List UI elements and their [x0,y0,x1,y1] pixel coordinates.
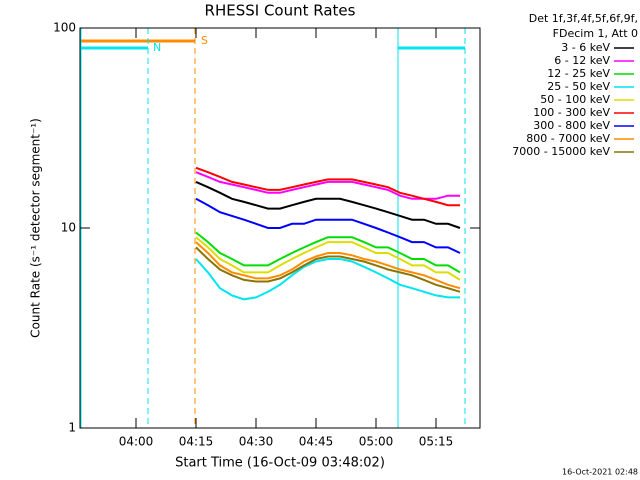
x-tick-label: 04:45 [299,435,334,449]
legend-label: 800 - 7000 keV [526,132,610,145]
legend-label: 25 - 50 keV [547,80,610,93]
x-tick-label: 05:00 [359,435,394,449]
series-line [195,236,461,281]
legend-label: 12 - 25 keV [547,67,610,80]
legend-label: 3 - 6 keV [561,41,610,54]
y-axis-label: Count Rate (s⁻¹ detector segment⁻¹) [29,118,43,338]
legend-header: Det 1f,3f,4f,5f,6f,9f, [529,12,638,25]
series-line [195,197,461,254]
series-line [195,258,460,301]
x-tick-label: 04:30 [239,435,274,449]
legend-label: 100 - 300 keV [533,106,610,119]
legend-label: 300 - 800 keV [533,119,610,132]
x-axis-label: Start Time (16-Oct-09 03:48:02) [175,456,385,471]
series-line [195,166,460,207]
y-tick-label: 100 [53,21,76,35]
series-line [195,241,461,290]
y-tick-label: 10 [61,221,76,235]
chart-title: RHESSI Count Rates [205,2,356,20]
legend-label: 7000 - 15000 keV [512,145,610,158]
footer: 16-Oct-2021 02:48 [562,468,638,477]
series-line [195,180,461,229]
legend-header: FDecim 1, Att 0 [553,27,638,40]
legend-label: 50 - 100 keV [540,93,610,106]
annotation: S [201,34,208,47]
annotation: N [153,41,161,54]
legend-label: 6 - 12 keV [554,54,610,67]
series-line [195,246,461,293]
series-line [195,171,460,200]
x-tick-label: 05:15 [419,435,454,449]
x-tick-label: 04:15 [179,435,214,449]
x-tick-label: 04:00 [119,435,154,449]
y-tick-label: 1 [68,421,76,435]
series-line [195,231,461,274]
